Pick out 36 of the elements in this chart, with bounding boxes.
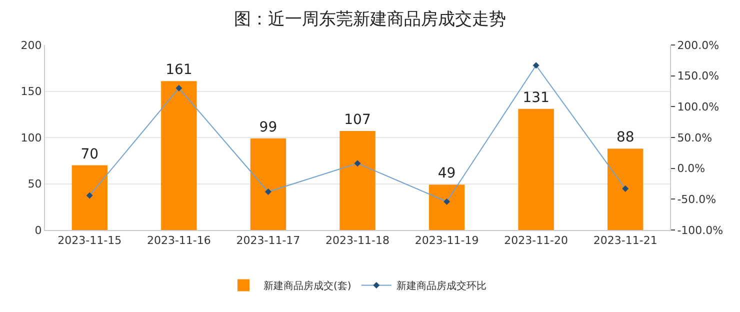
legend-label: 新建商品房成交环比	[396, 280, 486, 292]
data-label: 70	[80, 146, 99, 162]
bar	[161, 81, 197, 230]
y2-tick-label: -100.0%	[677, 224, 724, 237]
data-label: 161	[166, 62, 192, 78]
y2-tick-label: 50.0%	[677, 131, 712, 144]
chart-title: 图：近一周东莞新建商品房成交走势	[234, 9, 506, 30]
bar	[72, 165, 108, 230]
x-tick-label: 2023-11-19	[414, 234, 479, 248]
bar	[340, 131, 376, 230]
legend-label: 新建商品房成交(套)	[264, 280, 352, 292]
data-label: 131	[522, 90, 550, 106]
bar	[608, 148, 644, 230]
x-tick-label: 2023-11-21	[593, 234, 658, 248]
bar	[428, 184, 465, 230]
y-tick-label: 200	[20, 38, 42, 52]
y2-tick-label: -50.0%	[677, 193, 716, 206]
y-tick-label: 50	[28, 178, 42, 191]
x-tick-label: 2023-11-20	[504, 234, 568, 248]
data-label: 88	[616, 130, 634, 146]
y-tick-label: 150	[20, 85, 42, 98]
y-tick-label: 0	[34, 224, 42, 237]
y-tick-label: 100	[20, 131, 42, 144]
y2-tick-label: 100.0%	[677, 100, 720, 114]
data-label: 107	[344, 112, 371, 128]
y2-tick-label: 200.0%	[677, 38, 720, 52]
x-tick-label: 2023-11-16	[146, 234, 211, 248]
bar	[250, 138, 286, 230]
y2-tick-label: 0.0%	[677, 162, 706, 176]
y2-tick-label: 150.0%	[677, 70, 720, 83]
data-label: 49	[438, 166, 456, 182]
x-tick-label: 2023-11-17	[236, 234, 300, 248]
x-tick-label: 2023-11-15	[58, 234, 122, 248]
x-tick-label: 2023-11-18	[326, 234, 390, 248]
bar	[518, 108, 554, 230]
data-label: 99	[259, 119, 278, 136]
